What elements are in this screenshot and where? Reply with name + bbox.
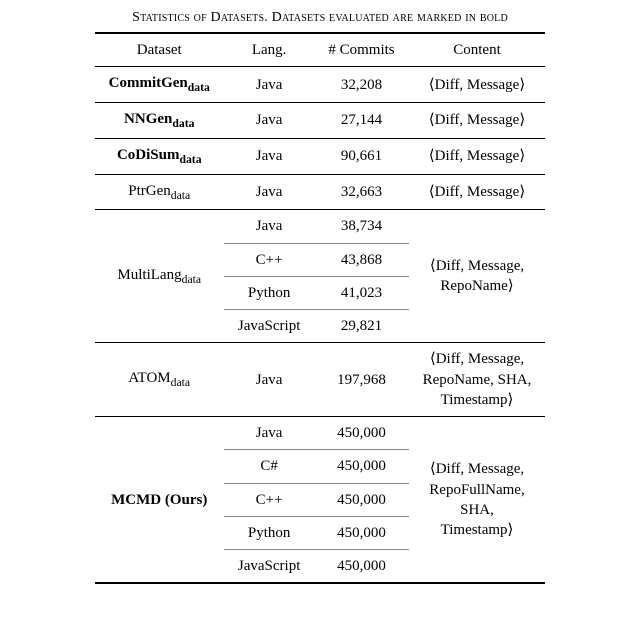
cell-lang: JavaScript <box>224 550 314 584</box>
cell-content: ⟨Diff, Message⟩ <box>409 103 546 139</box>
cell-commits: 450,000 <box>314 417 408 450</box>
cell-commits: 450,000 <box>314 450 408 483</box>
row-commitgen: CommitGendata Java 32,208 ⟨Diff, Message… <box>95 67 546 103</box>
cell-commits: 38,734 <box>314 210 408 243</box>
row-nngen: NNGendata Java 27,144 ⟨Diff, Message⟩ <box>95 103 546 139</box>
cell-commits: 450,000 <box>314 483 408 516</box>
cell-content: ⟨Diff, Message⟩ <box>409 174 546 210</box>
cell-commits: 90,661 <box>314 138 408 174</box>
cell-dataset: CoDiSumdata <box>95 138 224 174</box>
cell-lang: C++ <box>224 483 314 516</box>
cell-commits: 450,000 <box>314 516 408 549</box>
col-content: Content <box>409 33 546 67</box>
cell-lang: Python <box>224 276 314 309</box>
cell-lang: Java <box>224 138 314 174</box>
cell-content: ⟨Diff, Message⟩ <box>409 138 546 174</box>
cell-commits: 197,968 <box>314 343 408 417</box>
cell-dataset: MCMD (Ours) <box>95 417 224 584</box>
cell-commits: 41,023 <box>314 276 408 309</box>
table-caption: Statistics of Datasets. Datasets evaluat… <box>20 10 620 26</box>
cell-lang: Java <box>224 174 314 210</box>
header-row: Dataset Lang. # Commits Content <box>95 33 546 67</box>
cell-dataset: MultiLangdata <box>95 210 224 343</box>
cell-lang: Python <box>224 516 314 549</box>
cell-commits: 32,663 <box>314 174 408 210</box>
cell-commits: 29,821 <box>314 310 408 343</box>
row-multilang-0: MultiLangdata Java 38,734 ⟨Diff, Message… <box>95 210 546 243</box>
row-mcmd-0: MCMD (Ours) Java 450,000 ⟨Diff, Message,… <box>95 417 546 450</box>
cell-lang: Java <box>224 343 314 417</box>
cell-lang: JavaScript <box>224 310 314 343</box>
cell-dataset: CommitGendata <box>95 67 224 103</box>
row-atom: ATOMdata Java 197,968 ⟨Diff, Message, Re… <box>95 343 546 417</box>
cell-commits: 32,208 <box>314 67 408 103</box>
cell-content: ⟨Diff, Message, RepoFullName, SHA, Times… <box>409 417 546 584</box>
cell-lang: C# <box>224 450 314 483</box>
cell-lang: Java <box>224 67 314 103</box>
datasets-table: Dataset Lang. # Commits Content CommitGe… <box>95 32 546 584</box>
row-codisum: CoDiSumdata Java 90,661 ⟨Diff, Message⟩ <box>95 138 546 174</box>
cell-dataset: ATOMdata <box>95 343 224 417</box>
cell-commits: 27,144 <box>314 103 408 139</box>
cell-lang: Java <box>224 417 314 450</box>
cell-commits: 43,868 <box>314 243 408 276</box>
col-lang: Lang. <box>224 33 314 67</box>
col-commits: # Commits <box>314 33 408 67</box>
cell-lang: Java <box>224 210 314 243</box>
col-dataset: Dataset <box>95 33 224 67</box>
cell-dataset: NNGendata <box>95 103 224 139</box>
cell-lang: C++ <box>224 243 314 276</box>
cell-lang: Java <box>224 103 314 139</box>
cell-dataset: PtrGendata <box>95 174 224 210</box>
cell-commits: 450,000 <box>314 550 408 584</box>
cell-content: ⟨Diff, Message⟩ <box>409 67 546 103</box>
cell-content: ⟨Diff, Message, RepoName, SHA, Timestamp… <box>409 343 546 417</box>
cell-content: ⟨Diff, Message, RepoName⟩ <box>409 210 546 343</box>
row-ptrgen: PtrGendata Java 32,663 ⟨Diff, Message⟩ <box>95 174 546 210</box>
